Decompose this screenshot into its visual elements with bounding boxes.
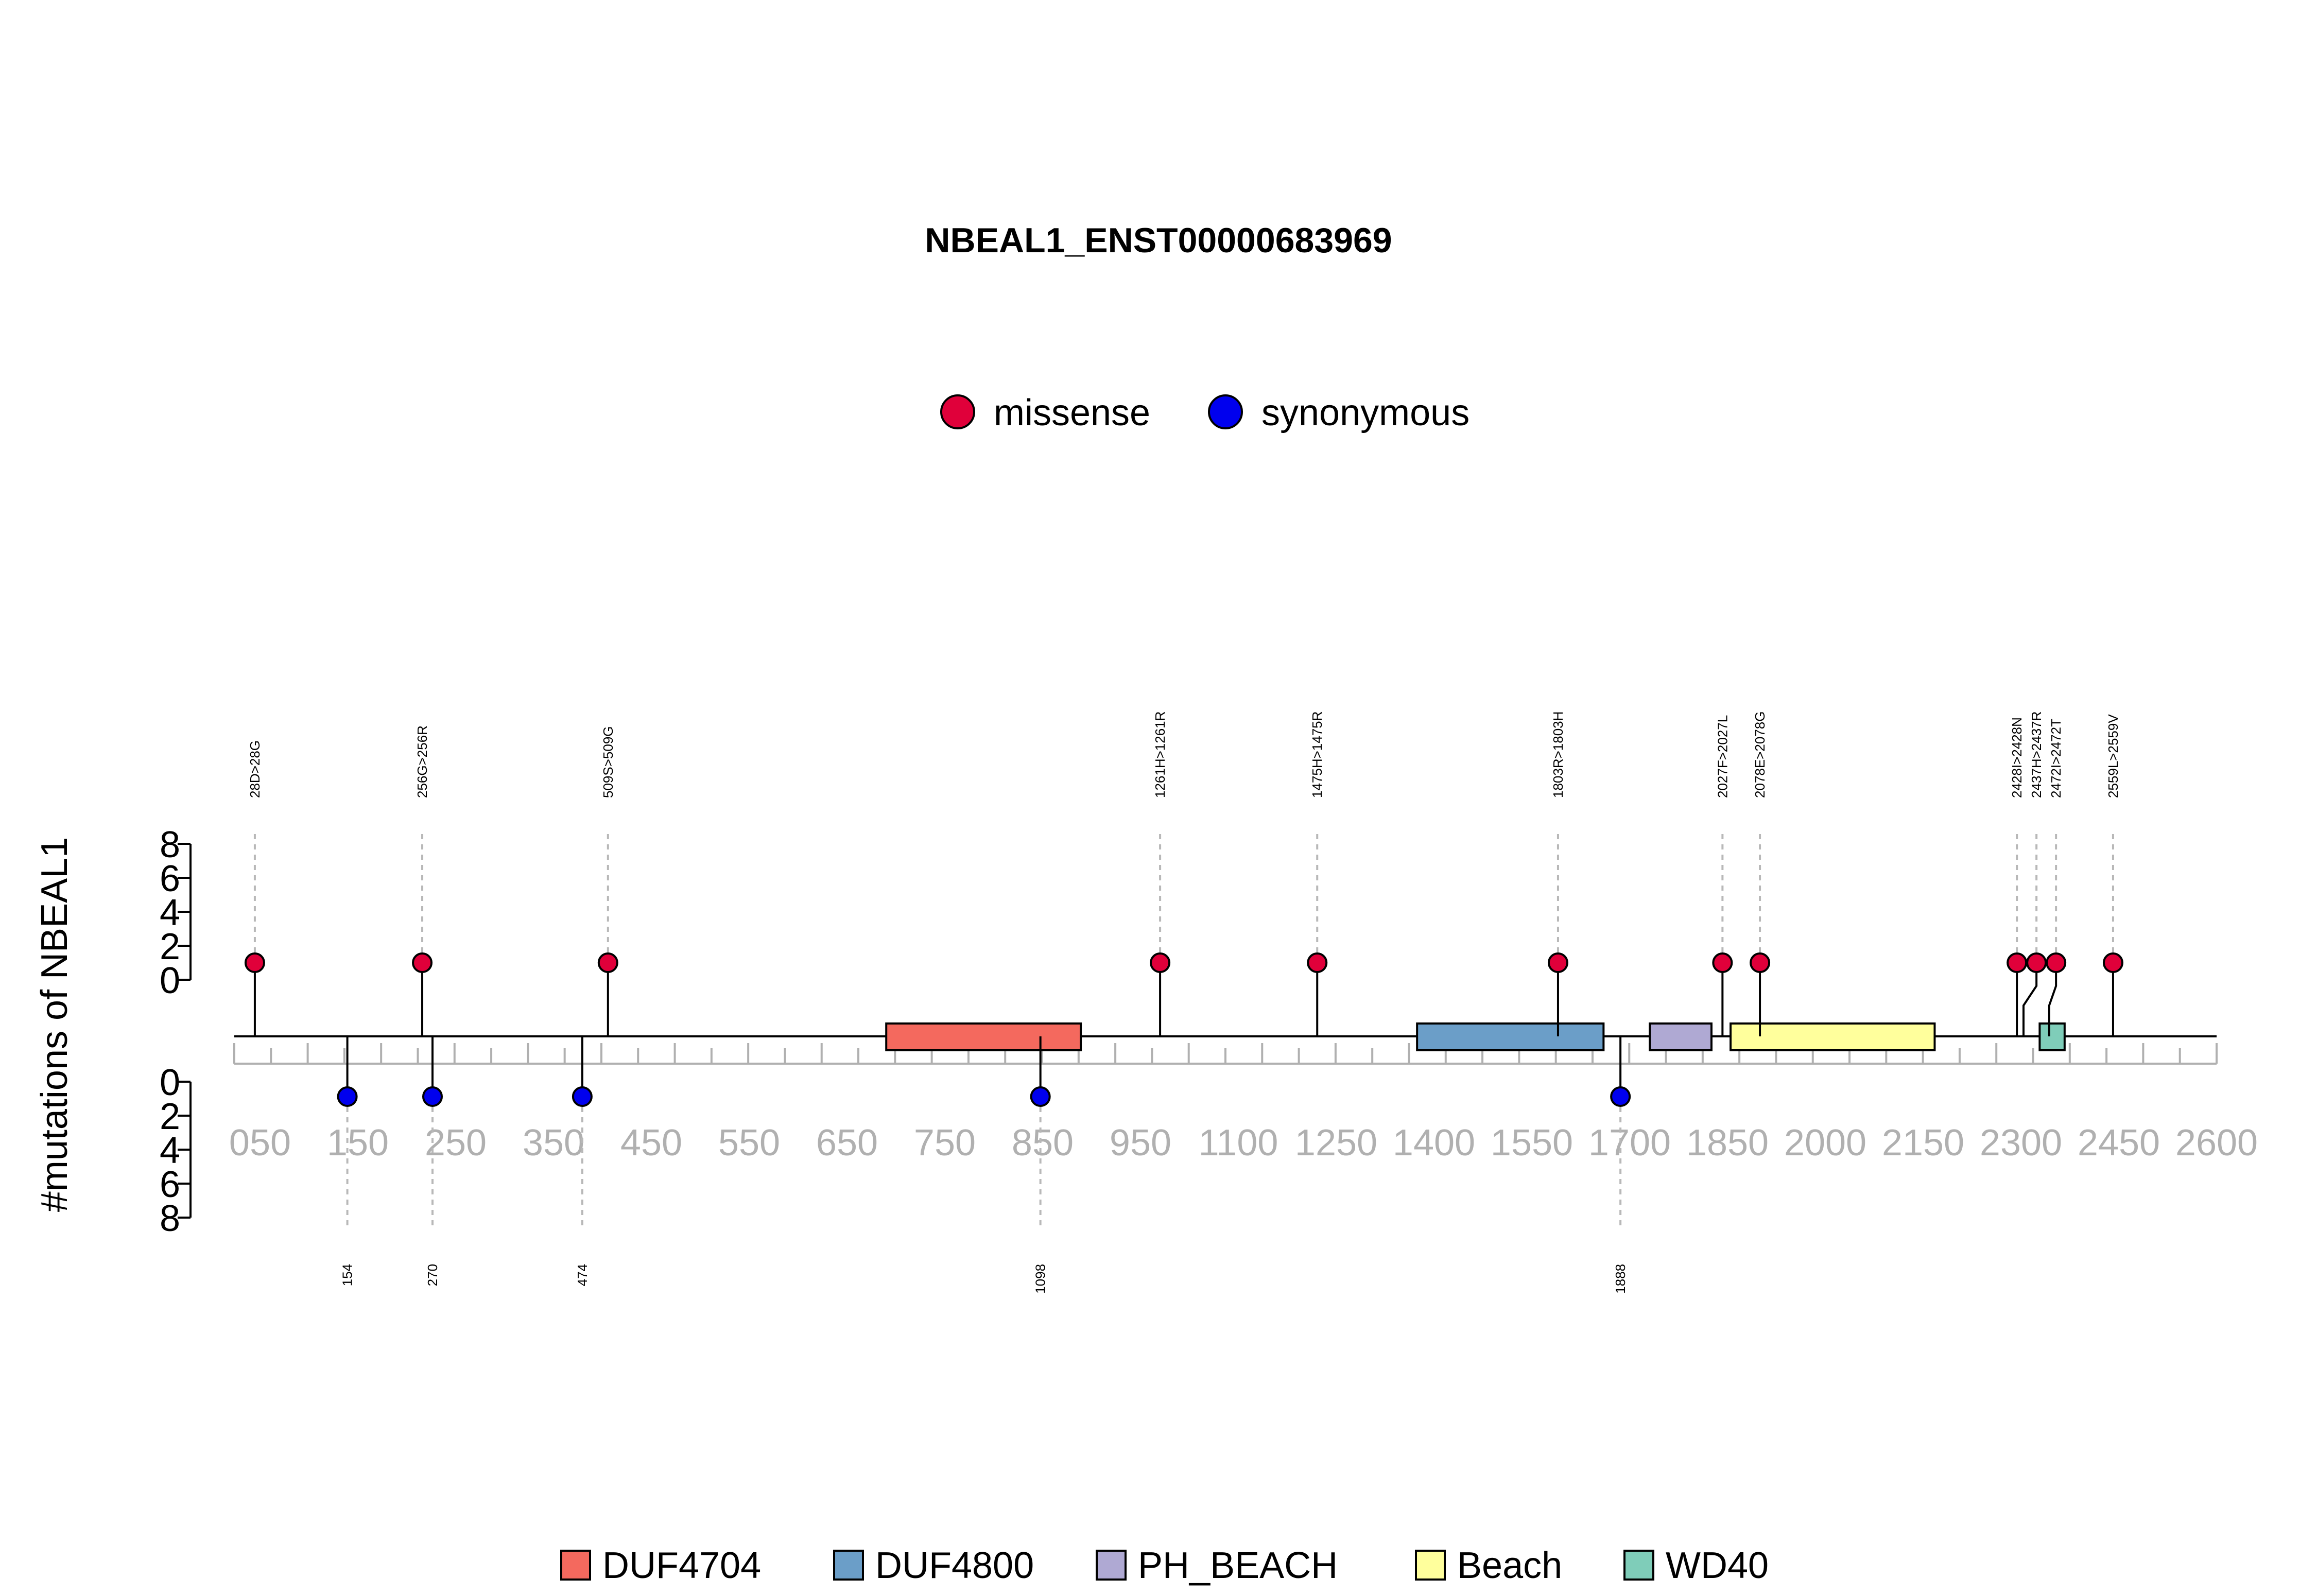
domain-box-duf4704 xyxy=(885,1022,1082,1051)
missense-point xyxy=(2102,952,2123,973)
domain-legend: DUF4704 DUF4800 PH_BEACH Beach WD40 xyxy=(560,1545,1769,1586)
position-tick-label: 650 xyxy=(816,1122,878,1164)
synonymous-point xyxy=(1610,1086,1631,1107)
missense-label: 1803R>1803H xyxy=(1550,712,1566,798)
domain-legend-label: Beach xyxy=(1457,1545,1562,1586)
position-tick-label: 2000 xyxy=(1784,1122,1866,1164)
position-tick-label: 350 xyxy=(523,1122,584,1164)
domain-legend-label: DUF4704 xyxy=(602,1545,761,1586)
domain-box-duf4800 xyxy=(1416,1022,1605,1051)
missense-label: 2027F>2027L xyxy=(1715,715,1730,798)
synonymous-point xyxy=(337,1086,358,1107)
mutation-type-legend: missense synonymous xyxy=(940,392,1469,433)
missense-label: 2428I>2428N xyxy=(2009,717,2025,798)
synonymous-point xyxy=(1030,1086,1051,1107)
position-tick-label: 2600 xyxy=(2175,1122,2258,1164)
domain-legend-swatch xyxy=(1415,1550,1446,1581)
missense-point xyxy=(412,952,433,973)
synonymous-label: 270 xyxy=(425,1264,440,1286)
missense-lollipops: 28D>28G 256G>256R 509S>509G 1261H>1261R 1475… xyxy=(244,712,2123,1036)
missense-point xyxy=(1750,952,1771,973)
upper-y-tick-label: 8 xyxy=(160,824,180,865)
position-tick-label: 450 xyxy=(620,1122,682,1164)
position-axis: 050 150 250 350 450 550 650 750 850 950 1100 1250 14… xyxy=(229,1043,2258,1164)
synonymous-point xyxy=(572,1086,593,1107)
position-tick-label: 1250 xyxy=(1295,1122,1377,1164)
domain-box-beach xyxy=(1730,1022,1936,1051)
y-axis-label: #mutations of NBEAL1 xyxy=(34,837,75,1212)
position-tick-label: 850 xyxy=(1012,1122,1074,1164)
legend-synonymous-label: synonymous xyxy=(1261,392,1469,433)
upper-y-tick-label: 6 xyxy=(160,858,180,899)
domain-legend-label: DUF4800 xyxy=(875,1545,1034,1586)
synonymous-lollipops: 154 270 474 1098 1888 xyxy=(337,1036,1631,1294)
position-tick-label: 150 xyxy=(327,1122,389,1164)
position-tick-label: 050 xyxy=(229,1122,291,1164)
missense-point xyxy=(597,952,618,973)
missense-label: 509S>509G xyxy=(600,726,616,798)
upper-y-tick-label: 4 xyxy=(160,892,180,933)
position-tick-label: 750 xyxy=(914,1122,976,1164)
position-tick-label: 1850 xyxy=(1686,1122,1769,1164)
domain-legend-label: PH_BEACH xyxy=(1138,1545,1338,1586)
missense-point xyxy=(1712,952,1733,973)
position-tick-label: 1550 xyxy=(1491,1122,1573,1164)
missense-label: 2078E>2078G xyxy=(1752,712,1768,798)
domain-box-ph-beach xyxy=(1649,1022,1713,1051)
missense-point xyxy=(2007,952,2028,973)
lower-y-tick-label: 2 xyxy=(160,1096,180,1137)
missense-point xyxy=(1307,952,1328,973)
missense-stem xyxy=(2048,963,2057,1036)
missense-stem xyxy=(2022,963,2038,1036)
missense-point xyxy=(1150,952,1171,973)
lower-y-tick-label: 0 xyxy=(160,1062,180,1103)
position-tick-label: 1100 xyxy=(1199,1122,1278,1164)
missense-label: 2437H>2437R xyxy=(2029,712,2044,798)
missense-label: 28D>28G xyxy=(247,740,263,798)
position-tick-label: 1700 xyxy=(1588,1122,1671,1164)
domain-boxes xyxy=(885,1022,2066,1051)
lower-y-tick-label: 8 xyxy=(160,1198,180,1239)
missense-point xyxy=(1547,952,1568,973)
missense-label: 2559L>2559V xyxy=(2105,714,2121,798)
synonymous-label: 1888 xyxy=(1613,1264,1628,1294)
legend-missense-label: missense xyxy=(994,392,1150,433)
domain-legend-swatch xyxy=(833,1550,864,1581)
position-tick-label: 950 xyxy=(1110,1122,1171,1164)
synonymous-label: 1098 xyxy=(1033,1264,1048,1294)
position-tick-label: 2150 xyxy=(1882,1122,1964,1164)
position-tick-label: 250 xyxy=(425,1122,487,1164)
chart-title: NBEAL1_ENST00000683969 xyxy=(925,221,1392,260)
domain-legend-swatch xyxy=(1096,1550,1127,1581)
synonymous-label: 474 xyxy=(575,1264,590,1286)
domain-legend-label: WD40 xyxy=(1666,1545,1769,1586)
missense-point xyxy=(2046,952,2067,973)
missense-point xyxy=(244,952,265,973)
domain-box-wd40 xyxy=(2038,1022,2066,1051)
missense-label: 2472I>2472T xyxy=(2048,719,2064,798)
position-tick-label: 550 xyxy=(718,1122,780,1164)
legend-synonymous-marker xyxy=(1208,394,1243,429)
position-tick-label: 2450 xyxy=(2078,1122,2160,1164)
missense-label: 256G>256R xyxy=(414,725,430,798)
legend-missense-marker xyxy=(940,394,975,429)
missense-label: 1261H>1261R xyxy=(1152,712,1168,798)
lower-y-tick-label: 6 xyxy=(160,1164,180,1205)
position-tick-label: 1400 xyxy=(1393,1122,1475,1164)
synonymous-label: 154 xyxy=(340,1264,355,1286)
position-tick-label: 2300 xyxy=(1980,1122,2062,1164)
domain-legend-swatch xyxy=(1623,1550,1654,1581)
upper-y-tick-label: 2 xyxy=(160,926,180,967)
domain-legend-swatch xyxy=(560,1550,591,1581)
missense-point xyxy=(2026,952,2047,973)
upper-y-tick-label: 0 xyxy=(160,960,180,1001)
lower-y-tick-label: 4 xyxy=(160,1130,180,1171)
missense-label: 1475H>1475R xyxy=(1309,712,1325,798)
synonymous-point xyxy=(422,1086,443,1107)
